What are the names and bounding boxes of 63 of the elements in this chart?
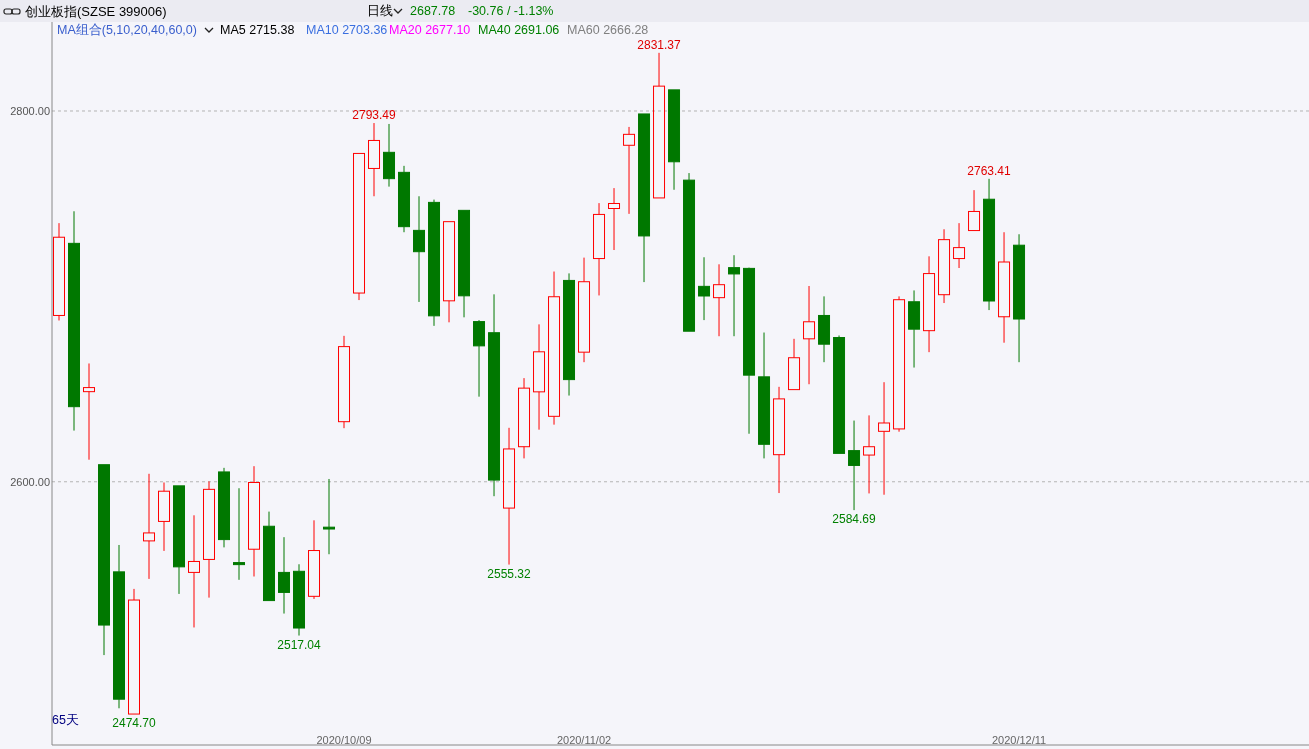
candlestick [68, 210, 80, 432]
annotation: MA60 2666.28 [567, 23, 649, 37]
candlestick [353, 152, 366, 301]
annotation: 2474.70 [112, 716, 157, 731]
candlestick [758, 332, 771, 459]
text: 2687.78 [410, 4, 456, 18]
annotation: 65天 [52, 713, 79, 727]
candlestick [443, 221, 456, 323]
candlestick [833, 334, 846, 454]
annotation: 2763.41 [967, 163, 1012, 178]
x-tick-label: 2020/12/11 [991, 734, 1047, 746]
x-tick-label: 2020/10/09 [316, 734, 372, 746]
candlestick [263, 511, 276, 602]
y-tick-label: 2800.00 [10, 104, 50, 117]
annotation: 2793.49 [352, 108, 397, 123]
candlestick [428, 199, 441, 327]
candlestick [98, 464, 110, 656]
candlestick [938, 228, 951, 304]
candlestick [653, 52, 666, 199]
chart-title: 创业板指(SZSE 399006) [25, 4, 167, 19]
text: -30.76 / -1.13% [468, 4, 554, 18]
candlestick [1013, 233, 1026, 363]
candlestick [128, 588, 140, 715]
text: 日线 [367, 4, 393, 18]
annotation: MA5 2715.38 [220, 23, 295, 37]
annotation: MA20 2677.10 [389, 23, 471, 37]
annotation: MA10 2703.36 [306, 23, 388, 37]
candlestick [338, 335, 351, 429]
candlestick [563, 272, 576, 397]
candlestick [173, 485, 186, 595]
annotation: 2584.69 [832, 512, 877, 527]
candlestick [113, 544, 125, 709]
candlestick [293, 563, 306, 637]
candlestick [848, 420, 861, 511]
annotation: 2555.32 [487, 566, 532, 581]
candlestick [323, 478, 336, 555]
y-tick-label: 2600.00 [10, 475, 50, 488]
annotation: MA组合(5,10,20,40,60,0) [57, 23, 197, 37]
candlestick [233, 487, 246, 581]
candlestick [638, 113, 651, 283]
annotation: 2831.37 [637, 37, 682, 52]
candlestick [668, 89, 681, 191]
candlestick [278, 536, 291, 615]
candlestick [518, 377, 531, 459]
candlestick [983, 178, 996, 311]
annotation: MA40 2691.06 [478, 23, 560, 37]
candlestick [728, 254, 741, 337]
candlestick [908, 289, 921, 369]
candlestick [548, 271, 561, 426]
candlestick [473, 321, 486, 398]
candlestick [383, 123, 396, 188]
candlestick [893, 295, 906, 433]
candlestick [53, 222, 65, 321]
candlestick [683, 172, 696, 332]
candlestick [698, 256, 711, 321]
x-tick-label: 2020/11/02 [556, 734, 612, 746]
candlestick [218, 467, 231, 548]
candlestick [413, 195, 426, 303]
annotation: 2517.04 [277, 637, 322, 652]
candlestick [398, 165, 411, 233]
candlestick [818, 295, 831, 363]
candlestick [488, 293, 501, 497]
candlestick [743, 267, 756, 435]
